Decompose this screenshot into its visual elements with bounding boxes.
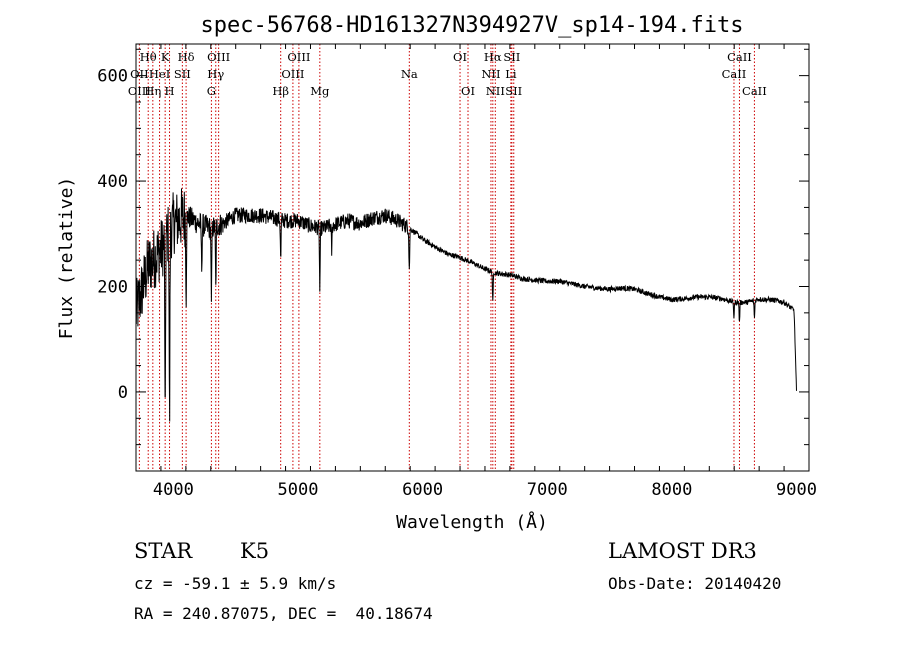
spectral-line-label: NII [486, 84, 505, 98]
object-class: STAR [134, 539, 193, 563]
spectral-line-label: SII [503, 50, 520, 64]
x-tick-label: 4000 [153, 480, 194, 500]
spectral-line-label: HeI [149, 67, 170, 81]
spectral-line-label: Hθ [140, 50, 157, 64]
y-tick-label: 600 [97, 67, 128, 87]
spectral-line-label: Hγ [207, 67, 224, 81]
x-tick-label: 7000 [527, 480, 568, 500]
spectral-line-label: OI [461, 84, 475, 98]
spectral-line-label: CaII [722, 67, 747, 81]
spectral-line-label: Hα [484, 50, 502, 64]
y-tick-label: 0 [118, 383, 128, 403]
spectral-line-label: OIII [287, 50, 310, 64]
spectrum-curve [135, 188, 797, 422]
spectral-line-label: SII [505, 84, 522, 98]
spectral-line-label: Hδ [178, 50, 195, 64]
spectral-line-label: H [165, 84, 175, 98]
spectral-line-label: Na [401, 67, 418, 81]
spectral-line-label: G [207, 84, 216, 98]
spectral-line-label: Hη [144, 84, 161, 98]
plot-frame [135, 43, 810, 472]
spectral-line-label: CaII [742, 84, 767, 98]
spectral-line-label: OIII [128, 84, 151, 98]
chart-title: spec-56768-HD161327N394927V_sp14-194.fit… [200, 13, 743, 38]
x-tick-label: 9000 [776, 480, 817, 500]
spectral-line-label: Li [505, 67, 517, 81]
spectral-line-label: NII [481, 67, 500, 81]
spectral-line-label: K [161, 50, 170, 64]
y-tick-label: 200 [97, 277, 128, 297]
y-tick-label: 400 [97, 172, 128, 192]
spectral-line-markers [138, 44, 755, 471]
spectral-line-label: OIII [207, 50, 230, 64]
coordinates: RA = 240.87075, DEC = 40.18674 [134, 604, 433, 623]
x-tick-label: 5000 [278, 480, 319, 500]
obs-date: Obs-Date: 20140420 [608, 574, 782, 593]
object-subclass: K5 [240, 539, 270, 563]
x-tick-label: 6000 [402, 480, 443, 500]
spectral-line-label: SII [174, 67, 191, 81]
redshift-info: cz = -59.1 ± 5.9 km/s [134, 574, 337, 593]
spectral-line-label: OII [130, 67, 149, 81]
spectral-line-label: Hβ [272, 84, 289, 98]
y-axis-label: Flux (relative) [56, 177, 77, 340]
y-axis-ticks: 0 200 400 600 [97, 48, 809, 446]
spectral-line-label: CaII [727, 50, 752, 64]
spectral-line-label: OIII [281, 67, 304, 81]
x-axis-ticks: 4000 5000 6000 7000 8000 9000 [135, 44, 817, 500]
spectral-line-label: OI [453, 50, 467, 64]
spectral-line-label: Mg [310, 84, 330, 98]
x-tick-label: 8000 [651, 480, 692, 500]
x-axis-label: Wavelength (Å) [396, 511, 548, 533]
survey-name: LAMOST DR3 [608, 539, 757, 563]
